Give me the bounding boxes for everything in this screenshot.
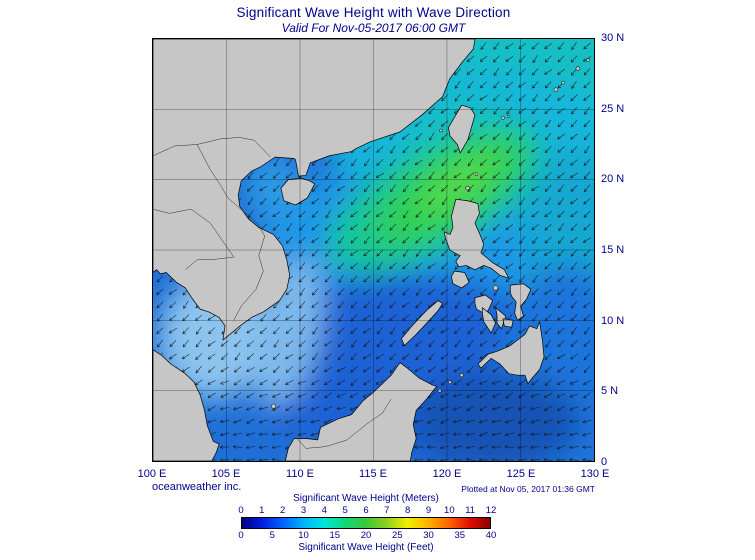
feet-tick: 35 (454, 530, 466, 541)
island-mindanao (477, 321, 545, 384)
wave-height-map (153, 39, 594, 461)
feet-tick: 40 (485, 530, 497, 541)
map-frame (152, 38, 595, 462)
landmass-borneo (284, 362, 438, 461)
colorbar-feet-ticks: 0 5 10 15 20 25 30 35 40 (238, 530, 496, 541)
meters-tick: 5 (342, 505, 348, 516)
feet-tick: 10 (298, 530, 309, 541)
meters-tick: 8 (405, 505, 411, 516)
lon-label-115e: 115 E (359, 468, 387, 480)
meters-tick: 0 (238, 505, 244, 516)
landmass-malay-peninsula-sumatra (153, 349, 220, 461)
colorbar-meters-ticks: 0 1 2 3 4 5 6 7 8 9 10 11 12 (238, 505, 496, 516)
meters-tick: 10 (444, 505, 455, 516)
country-borders (153, 137, 392, 449)
lon-label-120e: 120 E (432, 468, 462, 480)
island-hainan (280, 177, 316, 206)
lon-label-125e: 125 E (506, 468, 536, 480)
chart-subtitle: Valid For Nov-05-2017 06:00 GMT (281, 21, 466, 35)
meters-tick: 2 (280, 505, 286, 516)
colorbar-meters-label: Significant Wave Height (Meters) (293, 493, 439, 504)
credit-text: oceanweather inc. (152, 481, 242, 493)
lat-label-5n: 5 N (601, 385, 619, 397)
meters-tick: 12 (485, 505, 497, 516)
lat-label-10n: 10 N (601, 315, 625, 327)
feet-tick: 5 (269, 530, 275, 541)
lon-label-110e: 110 E (286, 468, 314, 480)
plotted-timestamp: Plotted at Nov 05, 2017 01:36 GMT (461, 484, 595, 494)
meters-tick: 9 (425, 505, 432, 516)
lon-label-130e: 130 E (580, 468, 610, 480)
meters-tick: 11 (465, 505, 476, 516)
lat-label-25n: 25 N (601, 103, 625, 115)
island-palawan (401, 300, 443, 346)
island-cebu (495, 307, 507, 330)
lon-label-105e: 105 E (211, 468, 241, 480)
feet-tick: 20 (360, 530, 372, 541)
colorbar-gradient (241, 517, 491, 529)
island-bohol (502, 318, 514, 328)
graticule-grid (153, 39, 594, 461)
chart-title: Significant Wave Height with Wave Direct… (236, 5, 511, 20)
meters-tick: 1 (259, 505, 265, 516)
feet-tick: 15 (329, 530, 341, 541)
meters-tick: 4 (321, 505, 327, 516)
island-mindoro (451, 270, 470, 289)
land-layer (153, 39, 590, 461)
colorbar-legend: Significant Wave Height (Meters) 0 1 2 3… (238, 493, 496, 555)
meters-tick: 3 (300, 505, 307, 516)
feet-tick: 30 (423, 530, 434, 541)
lat-label-30n: 30 N (601, 32, 625, 44)
lat-label-0: 0 (601, 456, 608, 468)
meters-tick: 7 (384, 505, 390, 516)
landmass-china-indochina (153, 39, 476, 341)
lat-label-20n: 20 N (601, 173, 625, 185)
meters-tick: 6 (363, 505, 369, 516)
feet-tick: 25 (391, 530, 403, 541)
colorbar-feet-label: Significant Wave Height (Feet) (298, 542, 434, 553)
lat-label-15n: 15 N (601, 244, 625, 256)
lon-label-100e: 100 E (137, 468, 167, 480)
feet-tick: 0 (238, 530, 244, 541)
small-islands (271, 58, 590, 409)
island-taiwan (448, 104, 476, 154)
